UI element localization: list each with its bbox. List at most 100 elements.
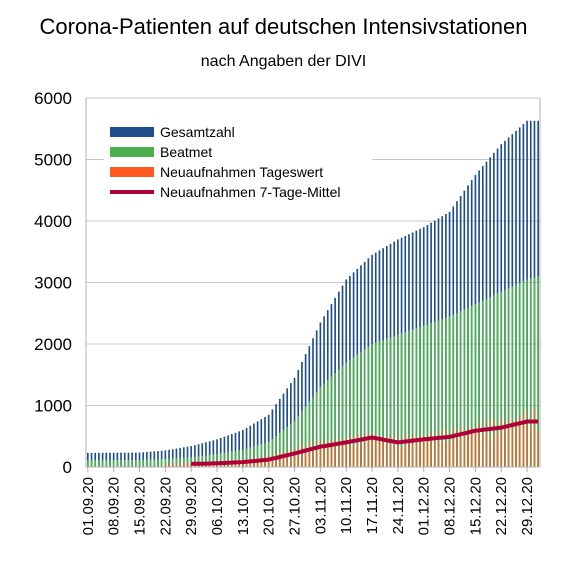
- bar-beatmet: [149, 459, 152, 467]
- bar-gesamtzahl: [256, 421, 259, 467]
- bar-beatmet: [485, 298, 488, 467]
- bar-beatmet: [389, 337, 392, 467]
- bar-gesamtzahl: [175, 448, 178, 467]
- bar-neuaufnahmen: [393, 444, 396, 467]
- bar-beatmet: [186, 457, 189, 467]
- bar-beatmet: [253, 446, 255, 467]
- bar-gesamtzahl: [164, 450, 167, 467]
- bar-beatmet: [356, 354, 359, 467]
- bar-neuaufnahmen: [349, 435, 351, 467]
- bar-neuaufnahmen: [430, 433, 432, 467]
- bar-neuaufnahmen: [356, 433, 359, 467]
- bar-neuaufnahmen: [507, 418, 510, 467]
- x-tick-label: 17.11.20: [364, 477, 381, 534]
- bar-neuaufnahmen: [341, 438, 344, 467]
- bar-beatmet: [94, 460, 97, 467]
- bar-beatmet: [430, 322, 432, 467]
- bar-beatmet: [474, 304, 477, 467]
- y-tick-label: 5000: [34, 151, 72, 170]
- bar-gesamtzahl: [149, 451, 152, 467]
- bar-gesamtzahl: [190, 446, 193, 467]
- bar-beatmet: [374, 342, 377, 467]
- x-tick-label: 01.09.20: [80, 477, 97, 535]
- bar-beatmet: [282, 429, 285, 467]
- bar-neuaufnahmen: [326, 443, 329, 467]
- bar-beatmet: [216, 454, 218, 467]
- bar-gesamtzahl: [138, 452, 141, 467]
- bar-neuaufnahmen: [297, 450, 300, 467]
- bar-beatmet: [481, 300, 484, 467]
- bar-neuaufnahmen: [485, 420, 488, 467]
- bar-beatmet: [182, 457, 185, 467]
- bar-gesamtzahl: [245, 427, 248, 467]
- bar-gesamtzahl: [109, 452, 111, 467]
- bar-beatmet: [212, 454, 215, 467]
- bar-beatmet: [397, 334, 399, 467]
- x-tick-labels: 01.09.20 08.09.20 15.09.20 22.09.20 29.09.20…: [80, 467, 536, 535]
- x-tick-label: 20.10.20: [261, 477, 278, 535]
- y-tick-label: 2000: [34, 335, 72, 354]
- bar-neuaufnahmen: [315, 440, 318, 467]
- bar-neuaufnahmen: [175, 464, 178, 467]
- bar-beatmet: [378, 341, 381, 467]
- bar-neuaufnahmen: [426, 437, 429, 467]
- bar-neuaufnahmen: [179, 463, 181, 467]
- bar-beatmet: [219, 453, 222, 467]
- bar-beatmet: [330, 376, 333, 467]
- bar-gesamtzahl: [98, 452, 100, 467]
- bar-gesamtzahl: [186, 446, 189, 467]
- bar-beatmet: [304, 406, 307, 467]
- bar-beatmet: [360, 351, 362, 467]
- bar-beatmet: [230, 451, 233, 467]
- bar-gesamtzahl: [123, 452, 126, 467]
- bar-gesamtzahl: [219, 438, 222, 467]
- bar-beatmet: [234, 451, 237, 467]
- x-tick-label: 15.09.20: [132, 477, 149, 535]
- bar-beatmet: [315, 391, 318, 467]
- bar-neuaufnahmen: [411, 434, 414, 467]
- bar-neuaufnahmen: [522, 423, 525, 467]
- bar-beatmet: [452, 314, 455, 467]
- bar-gesamtzahl: [182, 447, 185, 467]
- x-tick-label: 06.10.20: [209, 477, 226, 535]
- bar-beatmet: [201, 455, 204, 467]
- bar-beatmet: [334, 372, 336, 467]
- bar-neuaufnahmen: [382, 436, 384, 467]
- bar-beatmet: [507, 288, 510, 467]
- bar-beatmet: [529, 278, 532, 467]
- x-tick-label: 27.10.20: [287, 477, 304, 535]
- bar-neuaufnahmen: [182, 464, 185, 467]
- bar-beatmet: [411, 329, 414, 467]
- bar-beatmet: [267, 441, 270, 467]
- bar-beatmet: [138, 459, 141, 467]
- bar-beatmet: [533, 277, 536, 467]
- bar-gesamtzahl: [271, 409, 274, 467]
- neuaufnahmen-mittel-line: [191, 419, 539, 466]
- bar-neuaufnahmen: [463, 432, 466, 467]
- bar-beatmet: [537, 276, 539, 467]
- x-tick-label: 03.11.20: [312, 477, 329, 534]
- bar-neuaufnahmen: [363, 432, 366, 467]
- x-tick-label: 01.12.20: [416, 477, 433, 535]
- bar-neuaufnahmen: [459, 427, 462, 467]
- bar-neuaufnahmen: [493, 419, 495, 467]
- bar-beatmet: [242, 449, 244, 467]
- x-tick-label: 22.09.20: [157, 477, 174, 535]
- x-tick-label: 13.10.20: [235, 477, 252, 535]
- y-tick-label: 6000: [34, 89, 72, 108]
- bar-beatmet: [275, 435, 277, 467]
- bar-gesamtzahl: [212, 440, 215, 467]
- legend-label: Gesamtzahl: [160, 124, 235, 140]
- bar-neuaufnahmen: [168, 464, 170, 467]
- bar-gesamtzahl: [230, 434, 233, 467]
- bar-neuaufnahmen: [422, 436, 425, 467]
- bar-neuaufnahmen: [408, 444, 410, 467]
- bar-gesamtzahl: [120, 452, 122, 467]
- bar-neuaufnahmen: [278, 455, 281, 467]
- bar-beatmet: [445, 317, 447, 467]
- bar-gesamtzahl: [112, 452, 115, 467]
- bar-gesamtzahl: [267, 414, 270, 467]
- bar-gesamtzahl: [101, 452, 104, 467]
- bar-neuaufnahmen: [415, 440, 418, 467]
- bar-beatmet: [271, 438, 274, 467]
